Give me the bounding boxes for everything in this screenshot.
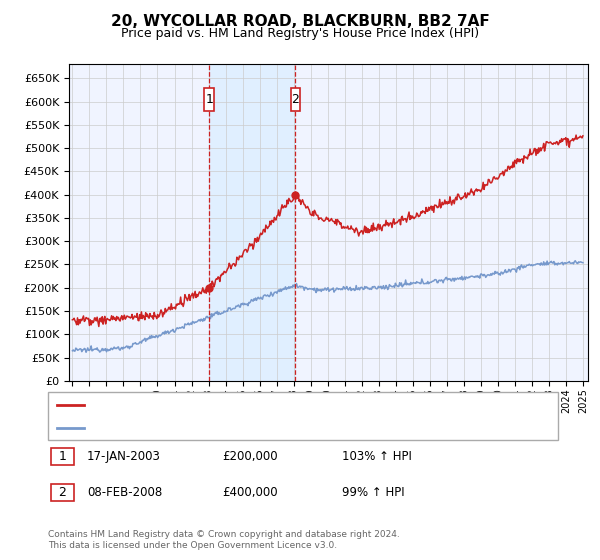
Text: 1: 1 bbox=[58, 450, 67, 463]
FancyBboxPatch shape bbox=[290, 88, 300, 111]
Text: £400,000: £400,000 bbox=[222, 486, 278, 500]
Text: This data is licensed under the Open Government Licence v3.0.: This data is licensed under the Open Gov… bbox=[48, 541, 337, 550]
FancyBboxPatch shape bbox=[205, 88, 214, 111]
Text: HPI: Average price, detached house, Blackburn with Darwen: HPI: Average price, detached house, Blac… bbox=[89, 423, 425, 433]
Text: 103% ↑ HPI: 103% ↑ HPI bbox=[342, 450, 412, 463]
Text: 20, WYCOLLAR ROAD, BLACKBURN, BB2 7AF: 20, WYCOLLAR ROAD, BLACKBURN, BB2 7AF bbox=[110, 14, 490, 29]
Text: 17-JAN-2003: 17-JAN-2003 bbox=[87, 450, 161, 463]
Text: 99% ↑ HPI: 99% ↑ HPI bbox=[342, 486, 404, 500]
Text: 1: 1 bbox=[205, 93, 213, 106]
Text: 2: 2 bbox=[58, 486, 67, 500]
Text: 2: 2 bbox=[292, 93, 299, 106]
Text: Price paid vs. HM Land Registry's House Price Index (HPI): Price paid vs. HM Land Registry's House … bbox=[121, 27, 479, 40]
Text: Contains HM Land Registry data © Crown copyright and database right 2024.: Contains HM Land Registry data © Crown c… bbox=[48, 530, 400, 539]
Text: 20, WYCOLLAR ROAD, BLACKBURN, BB2 7AF (detached house): 20, WYCOLLAR ROAD, BLACKBURN, BB2 7AF (d… bbox=[89, 400, 439, 410]
Text: 08-FEB-2008: 08-FEB-2008 bbox=[87, 486, 162, 500]
Text: £200,000: £200,000 bbox=[222, 450, 278, 463]
Bar bbox=[209, 64, 295, 381]
